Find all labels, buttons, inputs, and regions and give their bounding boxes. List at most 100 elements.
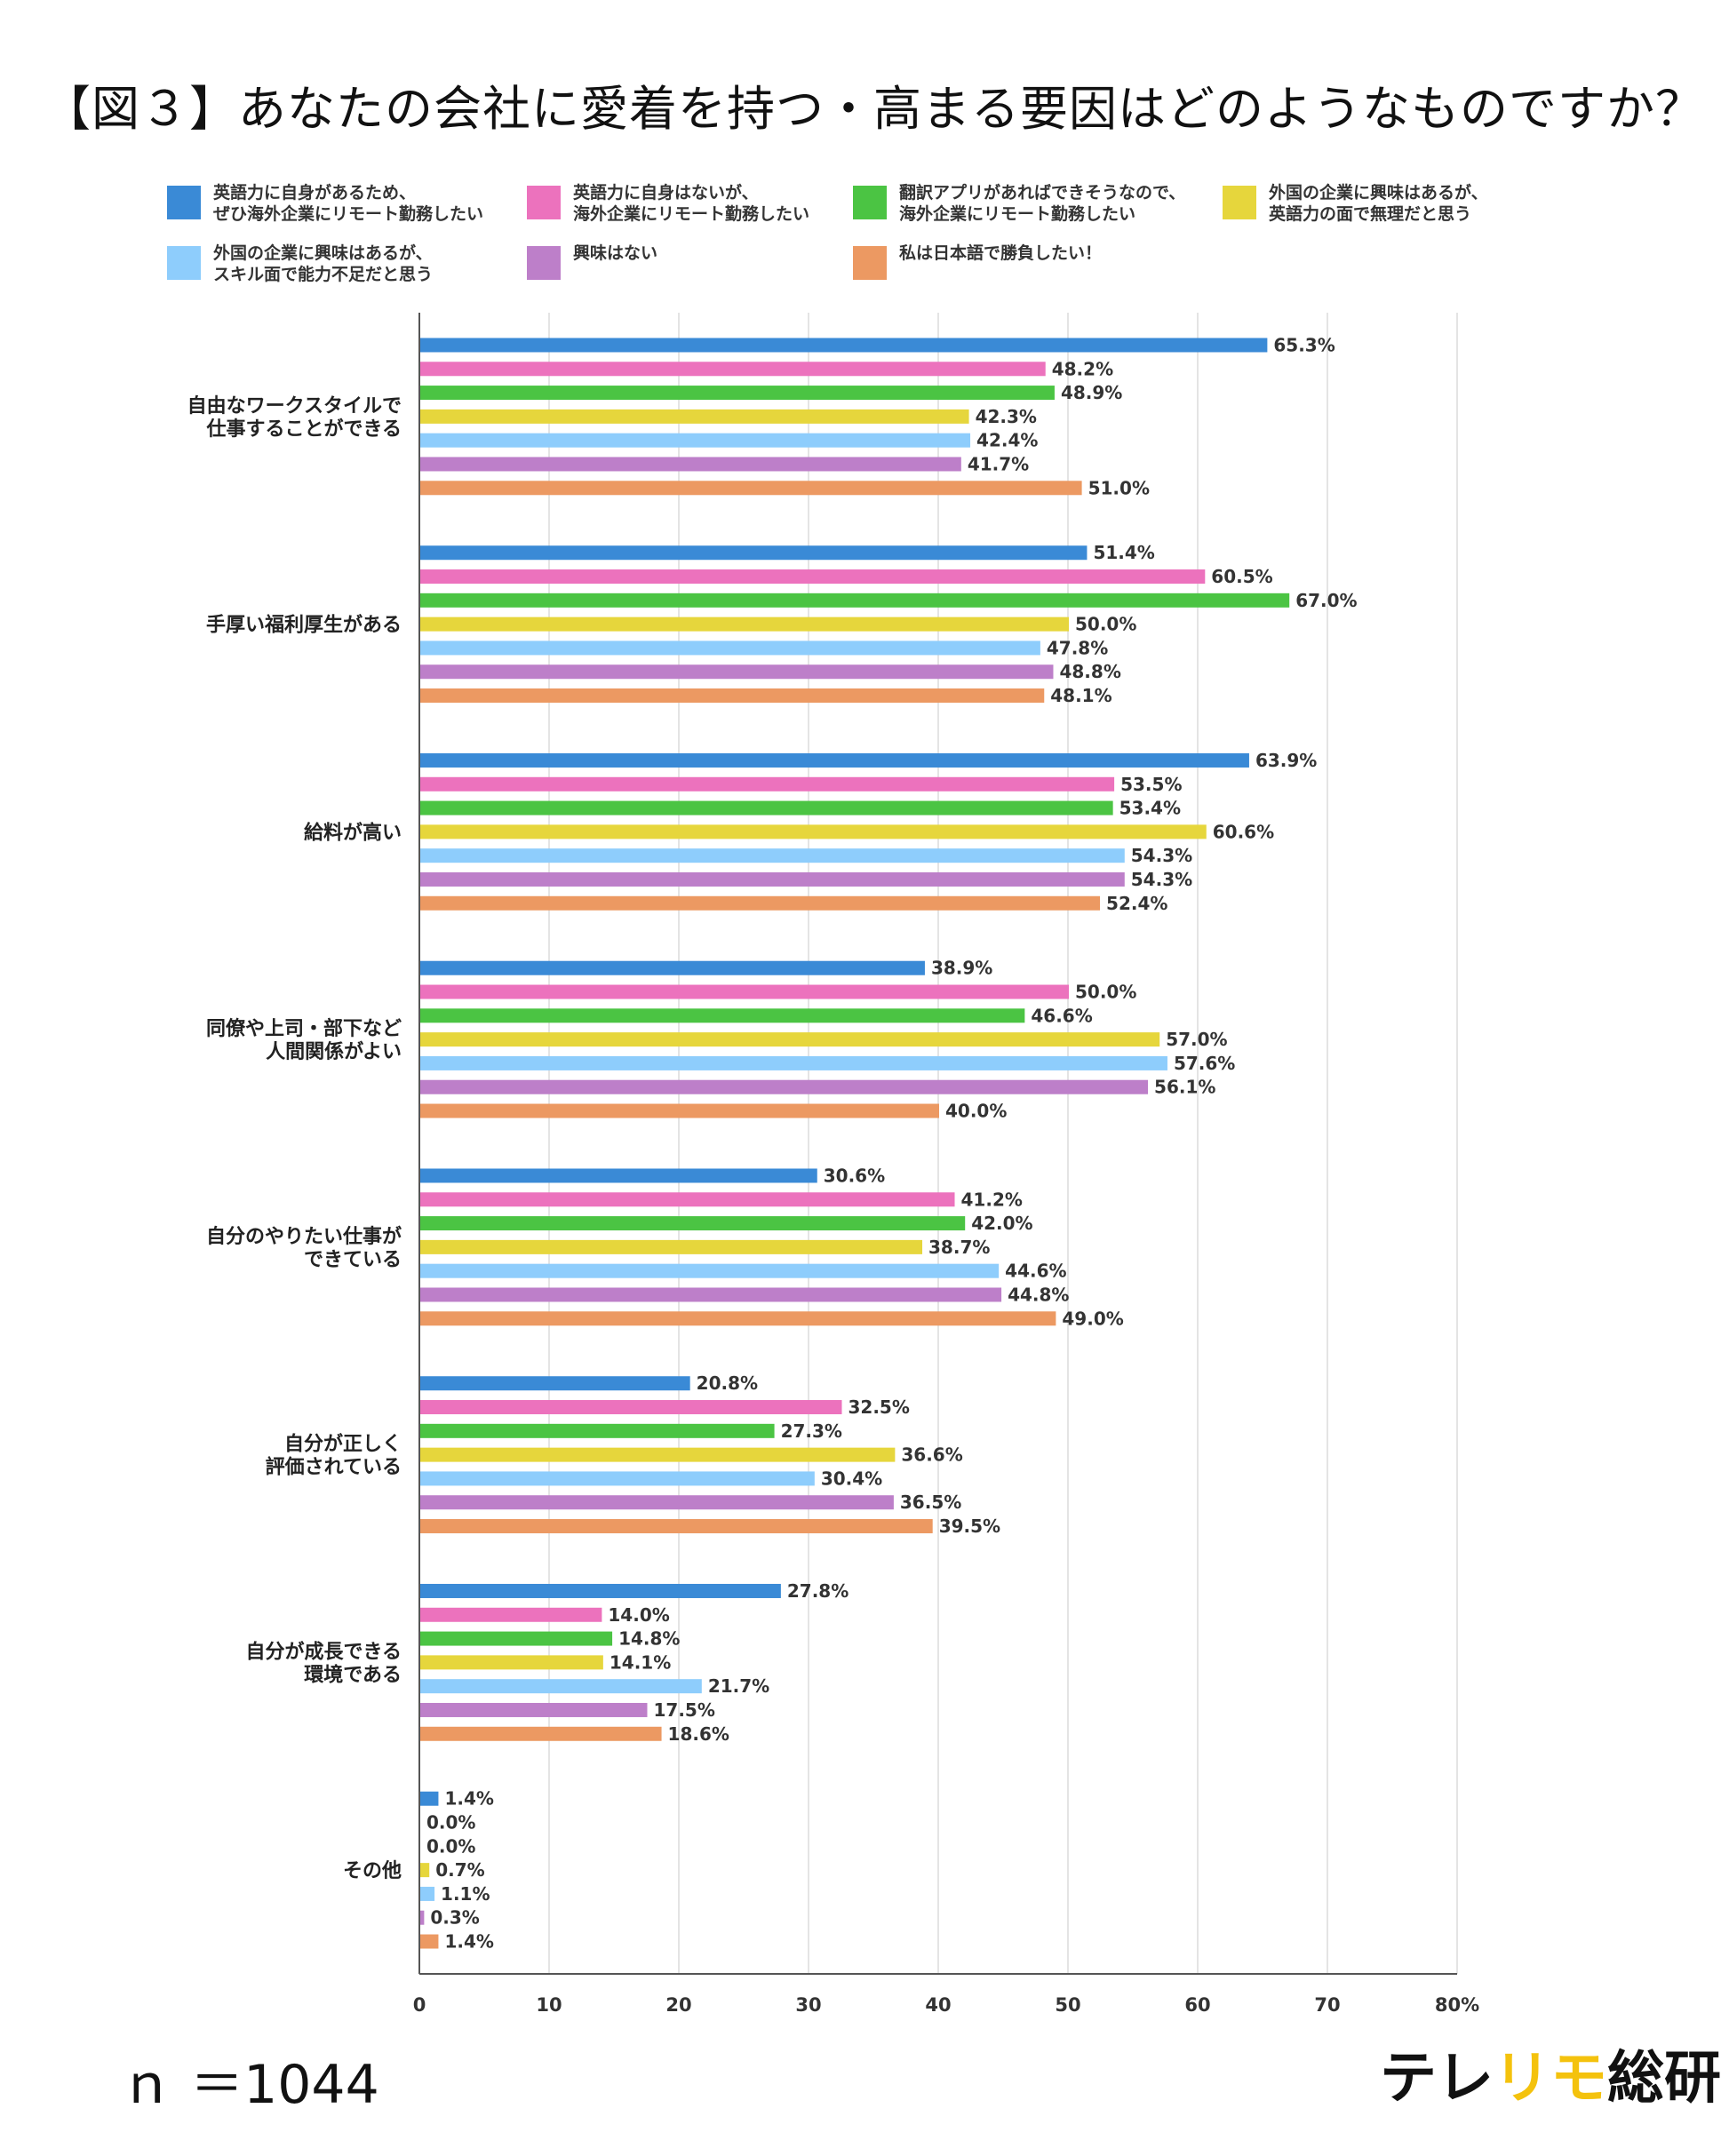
data-label: 41.7% [968,453,1029,474]
bar [420,1263,1000,1278]
bar [420,1519,933,1534]
legend-swatch [527,246,561,280]
legend-item: 私は日本語で勝負したい！ [853,243,1102,280]
data-label: 48.1% [1050,685,1111,706]
data-label: 50.0% [1075,614,1136,635]
data-label: 0.0% [426,1835,475,1857]
category-label: その他 [343,1860,402,1882]
legend-item: 興味はない [527,243,657,280]
data-label: 48.9% [1061,382,1122,403]
legend-swatch [167,186,201,219]
data-label: 30.4% [821,1468,882,1489]
data-label: 14.8% [618,1628,680,1650]
data-label: 36.5% [900,1492,961,1513]
data-label: 41.2% [961,1189,1023,1210]
legend-swatch [167,246,201,280]
data-label: 44.8% [1008,1284,1069,1305]
brand-logo: テレリモ総研 [1380,2033,1721,2114]
data-label: 14.1% [610,1651,671,1673]
legend-swatch [853,246,887,280]
logo-text-1: テレ [1380,2046,1494,2112]
data-label: 57.6% [1174,1053,1235,1074]
category-label: 自分のやりたい仕事ができている [206,1225,402,1271]
bar [420,593,1290,608]
x-tick-label: 60 [1184,1994,1210,2016]
bar [420,362,1046,377]
bar [420,960,925,975]
bar [420,481,1082,496]
x-tick-label: 0 [413,1994,426,2016]
data-label: 50.0% [1075,982,1136,1003]
legend-item: 英語力に自身はないが、 海外企業にリモート勤務したい [527,182,809,225]
bar [420,895,1101,911]
bar [420,1055,1167,1070]
data-label: 38.7% [928,1237,990,1258]
bar [420,1934,439,1949]
bar [420,1447,896,1462]
bar [420,1103,939,1118]
bar [420,848,1125,863]
bar [420,1607,602,1622]
data-label: 54.3% [1131,869,1192,890]
bar [420,1471,815,1486]
data-label: 30.6% [824,1165,885,1186]
x-tick-label: 30 [795,1994,821,2016]
bar [420,640,1040,656]
data-label: 60.6% [1213,821,1274,842]
x-tick-label: 40 [925,1994,951,2016]
data-label: 18.6% [668,1723,729,1745]
bar [420,1239,923,1254]
bar [420,457,961,472]
bar [420,871,1125,887]
data-label: 46.6% [1031,1005,1092,1026]
data-label: 32.5% [849,1396,910,1418]
bar [420,1679,702,1694]
bar [420,752,1249,768]
data-label: 67.0% [1295,590,1357,611]
data-label: 54.3% [1131,845,1192,866]
data-label: 1.1% [441,1883,490,1905]
bar [420,1168,817,1183]
bar [420,1910,425,1925]
legend-label: 外国の企業に興味はあるが、 スキル面で能力不足だと思う [213,243,434,284]
bar [420,1079,1149,1094]
bar [420,386,1055,401]
legend-label: 翻訳アプリがあればできそうなので、 海外企業にリモート勤務したい [899,183,1186,224]
data-label: 36.6% [901,1444,962,1466]
data-label: 47.8% [1047,637,1108,658]
logo-text-3: 総研 [1607,2046,1721,2112]
bar [420,1583,781,1598]
bar [420,545,1088,561]
data-label: 42.4% [976,430,1038,451]
data-label: 49.0% [1062,1308,1123,1329]
bar [420,1655,603,1670]
bar [420,824,1207,839]
bar [420,800,1113,815]
data-label: 27.3% [781,1420,842,1442]
data-label: 60.5% [1211,566,1272,587]
bar [420,409,969,424]
data-label: 63.9% [1255,750,1317,771]
logo-text-2: リモ [1494,2046,1607,2112]
bar [420,1726,662,1741]
data-label: 48.8% [1059,661,1120,682]
bar [420,1400,842,1415]
data-label: 51.4% [1093,542,1154,563]
data-label: 17.5% [654,1699,715,1721]
bar [420,433,971,448]
data-label: 53.4% [1119,798,1181,819]
x-tick-label: 50 [1055,1994,1080,2016]
data-label: 42.3% [976,406,1037,427]
data-label: 20.8% [697,1372,758,1394]
category-label: 自分が正しく評価されている [266,1433,402,1479]
data-label: 14.0% [608,1604,669,1626]
legend-swatch [1223,186,1256,219]
data-label: 42.0% [971,1213,1032,1234]
x-tick-label: 10 [536,1994,562,2016]
bar [420,776,1115,792]
data-label: 48.2% [1052,358,1113,379]
bar [420,1216,966,1231]
data-label: 1.4% [444,1788,493,1810]
legend-item: 外国の企業に興味はあるが、 英語力の面で無理だと思う [1223,182,1488,225]
